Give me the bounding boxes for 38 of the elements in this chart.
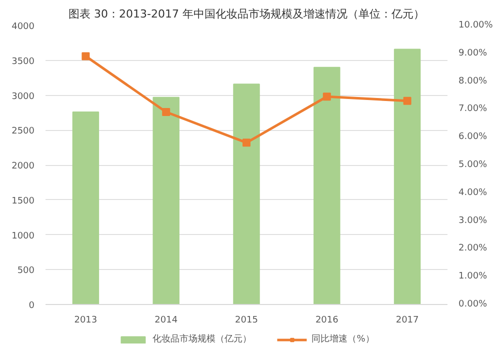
x-tick-label: 2016	[315, 316, 339, 326]
x-tick-label: 2015	[235, 316, 258, 326]
y-tick-label: 2500	[12, 126, 35, 137]
legend-label: 化妆品市场规模（亿元）	[152, 333, 252, 346]
y2-tick-label: 3.00%	[458, 216, 488, 226]
y2-tick-label: 9.00%	[458, 48, 488, 58]
bar	[314, 66, 340, 304]
y-tick-label: 2000	[12, 162, 35, 172]
y-tick-label: 1500	[12, 196, 35, 206]
y2-tick-label: 10.00%	[458, 20, 494, 30]
point	[322, 92, 331, 101]
y2-tick-label: 5.00%	[458, 160, 488, 170]
bar	[72, 111, 100, 304]
y2-tick-label: 7.00%	[458, 104, 488, 114]
y2-tick-label: 1.00%	[458, 272, 488, 282]
point	[82, 52, 90, 60]
y2-tick-label: 2.00%	[458, 244, 488, 254]
x-tick-label: 2013	[74, 316, 98, 326]
bar	[233, 84, 260, 304]
y-tick-label: 3500	[12, 56, 35, 67]
chart-title: 图表 30：2013-2017 年中国化妆品市场规模及增速情况（单位：亿元）	[68, 8, 424, 20]
x-tick-label: 2014	[154, 316, 178, 326]
y-tick-label: 4000	[12, 22, 35, 32]
point	[242, 138, 250, 147]
y2-tick-label: 0.00%	[458, 300, 488, 310]
y-tick-label: 1000	[12, 231, 35, 242]
y2-tick-label: 8.00%	[458, 76, 488, 86]
y-tick-label: 0	[28, 301, 35, 311]
point	[162, 108, 170, 116]
y2-tick-label: 4.00%	[458, 188, 488, 198]
bar	[394, 48, 421, 304]
y-tick-label: 500	[17, 266, 35, 276]
point	[403, 96, 412, 105]
legend-label: 同比增速（%）	[312, 333, 374, 346]
bar	[152, 96, 180, 304]
x-tick-label: 2017	[396, 316, 419, 326]
y-tick-label: 3000	[12, 92, 35, 102]
y2-tick-label: 6.00%	[458, 132, 488, 142]
